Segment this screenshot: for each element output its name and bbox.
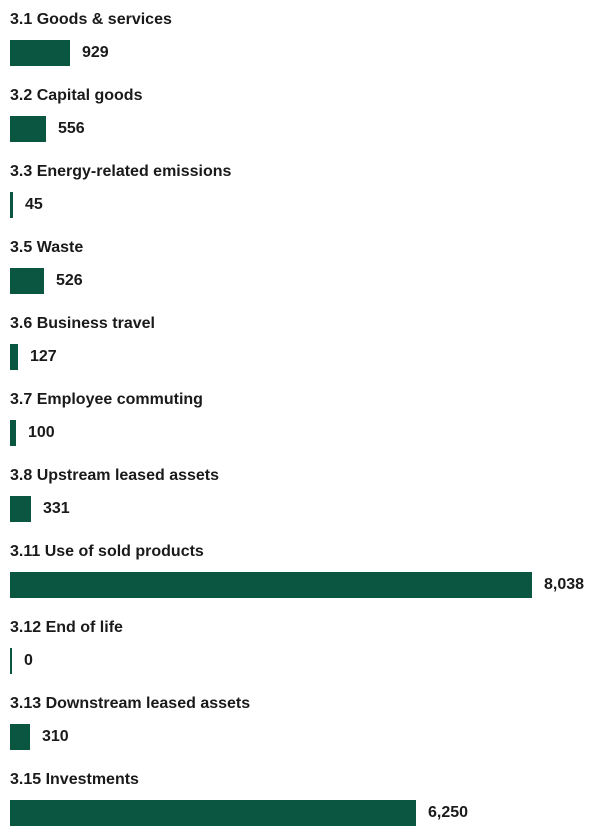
category-label: 3.15 Investments bbox=[10, 771, 139, 788]
bar-row: 3.1 Goods & services 929 bbox=[0, 10, 596, 76]
bar-row: 3.8 Upstream leased assets 331 bbox=[0, 466, 596, 532]
category-label: 3.5 Waste bbox=[10, 239, 84, 256]
bar-row: 3.2 Capital goods 556 bbox=[0, 86, 596, 152]
bar-row: 3.7 Employee commuting 100 bbox=[0, 390, 596, 456]
value-label: 0 bbox=[24, 652, 33, 669]
bar bbox=[10, 648, 12, 674]
bar-row: 3.13 Downstream leased assets 310 bbox=[0, 694, 596, 760]
category-label: 3.11 Use of sold products bbox=[10, 543, 204, 560]
value-label: 6,250 bbox=[428, 804, 469, 821]
bar bbox=[10, 496, 31, 522]
category-label: 3.3 Energy-related emissions bbox=[10, 163, 232, 180]
value-label: 310 bbox=[42, 728, 69, 745]
bar bbox=[10, 40, 70, 66]
bar-row: 3.5 Waste 526 bbox=[0, 238, 596, 304]
bar bbox=[10, 116, 46, 142]
category-label: 3.13 Downstream leased assets bbox=[10, 695, 251, 712]
value-label: 556 bbox=[58, 120, 85, 137]
value-label: 127 bbox=[30, 348, 57, 365]
category-label: 3.7 Employee commuting bbox=[10, 391, 203, 408]
bar-row: 3.6 Business travel 127 bbox=[0, 314, 596, 380]
bar bbox=[10, 344, 18, 370]
bar bbox=[10, 420, 16, 446]
bar bbox=[10, 724, 30, 750]
category-label: 3.2 Capital goods bbox=[10, 87, 143, 104]
bar-row: 3.15 Investments 6,250 bbox=[0, 770, 596, 836]
value-label: 526 bbox=[56, 272, 83, 289]
bar-row: 3.11 Use of sold products 8,038 bbox=[0, 542, 596, 608]
value-label: 100 bbox=[28, 424, 55, 441]
bar bbox=[10, 800, 416, 826]
horizontal-bar-chart: 3.1 Goods & services 929 3.2 Capital goods… bbox=[0, 10, 596, 826]
category-label: 3.6 Business travel bbox=[10, 315, 155, 332]
category-label: 3.1 Goods & services bbox=[10, 11, 172, 28]
bar bbox=[10, 268, 44, 294]
value-label: 8,038 bbox=[544, 576, 585, 593]
bar bbox=[10, 192, 13, 218]
value-label: 331 bbox=[43, 500, 70, 517]
bar-row: 3.12 End of life 0 bbox=[0, 618, 596, 684]
category-label: 3.8 Upstream leased assets bbox=[10, 467, 220, 484]
bar bbox=[10, 572, 532, 598]
category-label: 3.12 End of life bbox=[10, 619, 123, 636]
value-label: 929 bbox=[82, 44, 109, 61]
bar-row: 3.3 Energy-related emissions 45 bbox=[0, 162, 596, 228]
value-label: 45 bbox=[25, 196, 43, 213]
